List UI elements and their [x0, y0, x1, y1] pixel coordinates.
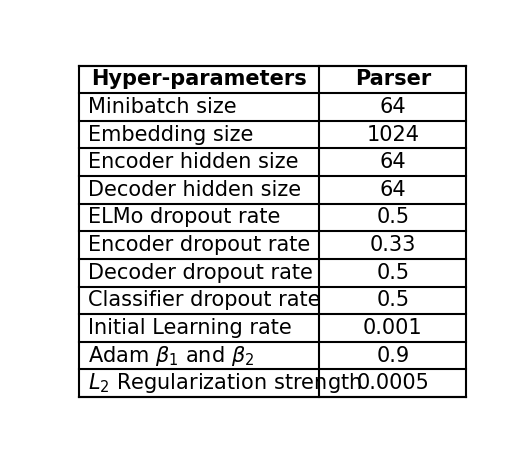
- Text: Encoder dropout rate: Encoder dropout rate: [88, 235, 310, 255]
- Text: Parser: Parser: [355, 69, 431, 89]
- Text: ELMo dropout rate: ELMo dropout rate: [88, 207, 280, 228]
- Text: Decoder dropout rate: Decoder dropout rate: [88, 263, 313, 283]
- Text: Classifier dropout rate: Classifier dropout rate: [88, 290, 320, 311]
- Text: Adam $\beta_1$ and $\beta_2$: Adam $\beta_1$ and $\beta_2$: [88, 344, 254, 368]
- Text: $L_2$ Regularization strength: $L_2$ Regularization strength: [88, 371, 362, 395]
- Text: Encoder hidden size: Encoder hidden size: [88, 152, 298, 172]
- Text: 64: 64: [379, 180, 406, 200]
- Text: Decoder hidden size: Decoder hidden size: [88, 180, 301, 200]
- Text: 0.5: 0.5: [376, 263, 409, 283]
- Text: Initial Learning rate: Initial Learning rate: [88, 318, 292, 338]
- Text: Embedding size: Embedding size: [88, 125, 253, 145]
- Text: 1024: 1024: [367, 125, 419, 145]
- Text: Minibatch size: Minibatch size: [88, 97, 237, 117]
- Text: 64: 64: [379, 97, 406, 117]
- Text: 0.33: 0.33: [370, 235, 416, 255]
- Text: 0.9: 0.9: [376, 346, 410, 365]
- Text: 0.5: 0.5: [376, 290, 409, 311]
- Text: 64: 64: [379, 152, 406, 172]
- Text: Hyper-parameters: Hyper-parameters: [91, 69, 307, 89]
- Text: 0.001: 0.001: [363, 318, 422, 338]
- Text: 0.0005: 0.0005: [356, 373, 429, 393]
- Text: 0.5: 0.5: [376, 207, 409, 228]
